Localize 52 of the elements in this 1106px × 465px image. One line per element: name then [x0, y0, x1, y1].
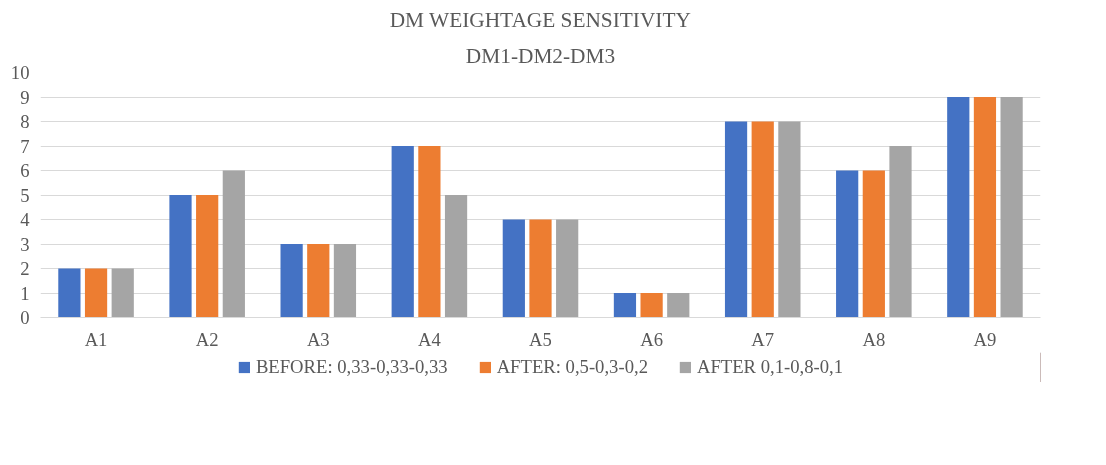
- legend-label: AFTER 0,1-0,8-0,1: [696, 356, 844, 378]
- bar: [222, 170, 245, 318]
- y-tick-label: 5: [20, 184, 30, 206]
- chart-subtitle: DM1-DM2-DM3: [465, 43, 616, 68]
- bar: [889, 146, 912, 318]
- bar: [724, 121, 748, 318]
- y-tick-label: 3: [20, 233, 30, 255]
- bar: [307, 244, 330, 318]
- bar: [111, 268, 134, 318]
- bar: [751, 121, 774, 318]
- x-tick-label: A4: [417, 328, 442, 350]
- bar: [529, 219, 552, 318]
- y-tick-label: 10: [10, 62, 30, 83]
- y-tick-label: 6: [20, 160, 30, 181]
- y-tick-label: 9: [20, 86, 30, 108]
- bar: [862, 170, 885, 318]
- x-tick-label: A1: [84, 328, 108, 350]
- bar: [280, 244, 303, 318]
- y-tick-label: 7: [20, 135, 30, 157]
- y-tick-label: 4: [20, 209, 31, 230]
- y-tick-label: 8: [20, 111, 30, 132]
- bar: [418, 146, 441, 318]
- bar: [947, 97, 970, 318]
- bar: [613, 293, 637, 318]
- y-tick-label: 1: [20, 282, 30, 304]
- x-tick-label: A3: [306, 328, 330, 350]
- bar: [444, 195, 468, 318]
- x-tick-label: A9: [973, 328, 997, 350]
- bar: [169, 195, 192, 318]
- bar: [1000, 97, 1023, 318]
- x-tick-label: A8: [862, 328, 886, 350]
- legend-label: BEFORE: 0,33-0,33-0,33: [255, 356, 448, 378]
- x-tick-label: A7: [751, 328, 775, 350]
- bar: [502, 219, 525, 318]
- x-tick-label: A5: [529, 328, 552, 350]
- bar: [196, 195, 219, 318]
- bar: [333, 244, 357, 318]
- y-tick-label: 2: [20, 258, 30, 279]
- x-tick-label: A2: [195, 328, 219, 350]
- bar: [640, 293, 663, 318]
- bar: [778, 121, 801, 318]
- bar: [58, 268, 81, 318]
- bar: [973, 97, 997, 318]
- bar: [556, 219, 579, 318]
- y-tick-label: 0: [20, 307, 30, 328]
- bar: [836, 170, 859, 318]
- bar: [84, 268, 108, 318]
- bar: [391, 146, 414, 318]
- legend-label: AFTER: 0,5-0,3-0,2: [496, 356, 648, 378]
- x-tick-label: A6: [640, 328, 664, 350]
- chart-title: DM WEIGHTAGE SENSITIVITY: [389, 7, 691, 32]
- bar: [667, 293, 690, 318]
